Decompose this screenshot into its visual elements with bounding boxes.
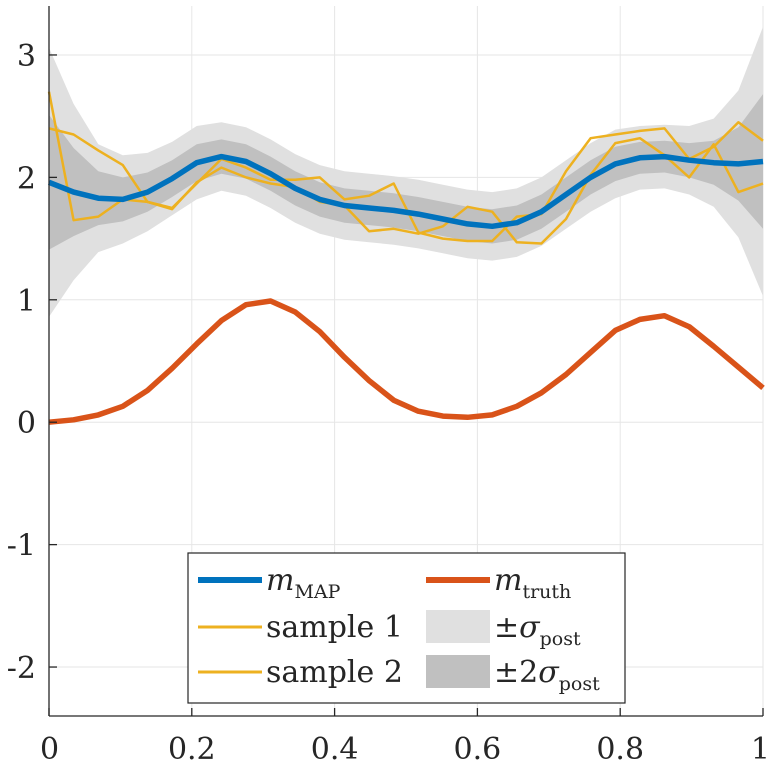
y-tick-label-5: -2: [7, 651, 36, 686]
y-tick-label-1: 2: [17, 161, 36, 196]
legend-band1-label: ±σpost: [494, 610, 581, 650]
legend-band2-label: ±2σpost: [494, 655, 600, 695]
axes: 0 0.2 0.4 0.6 0.8 1 3 2 1 0 -1 -2: [7, 6, 770, 767]
legend-sample2-label: sample 2: [266, 655, 403, 690]
y-tick-label-3: 0: [17, 406, 36, 441]
y-tick-label-0: 3: [17, 39, 36, 74]
x-tick-label-2: 0.4: [311, 732, 359, 767]
legend: mMAP mtruth sample 1 ±σpost sample 2 ±2σ…: [187, 552, 626, 704]
band-inner: [49, 94, 763, 250]
series-line-truth: [48, 298, 765, 425]
x-tick-label-0: 0: [40, 732, 59, 767]
y-tick-label-2: 1: [17, 284, 36, 319]
legend-map-label: mMAP: [266, 563, 341, 603]
series-line-map: [47, 153, 764, 230]
plot-area: [47, 26, 765, 425]
y-tick-label-4: -1: [7, 529, 36, 564]
legend-truth-label: mtruth: [494, 563, 571, 603]
x-tick-label-3: 0.6: [454, 732, 502, 767]
x-tick-label-5: 1: [751, 732, 770, 767]
legend-sample1-label: sample 1: [266, 610, 403, 645]
series-line-sample2: [48, 127, 764, 245]
x-tick-label-1: 0.2: [168, 732, 216, 767]
legend-band1-swatch: [426, 610, 490, 643]
legend-band2-swatch: [426, 655, 490, 688]
x-tick-label-4: 0.8: [596, 732, 644, 767]
